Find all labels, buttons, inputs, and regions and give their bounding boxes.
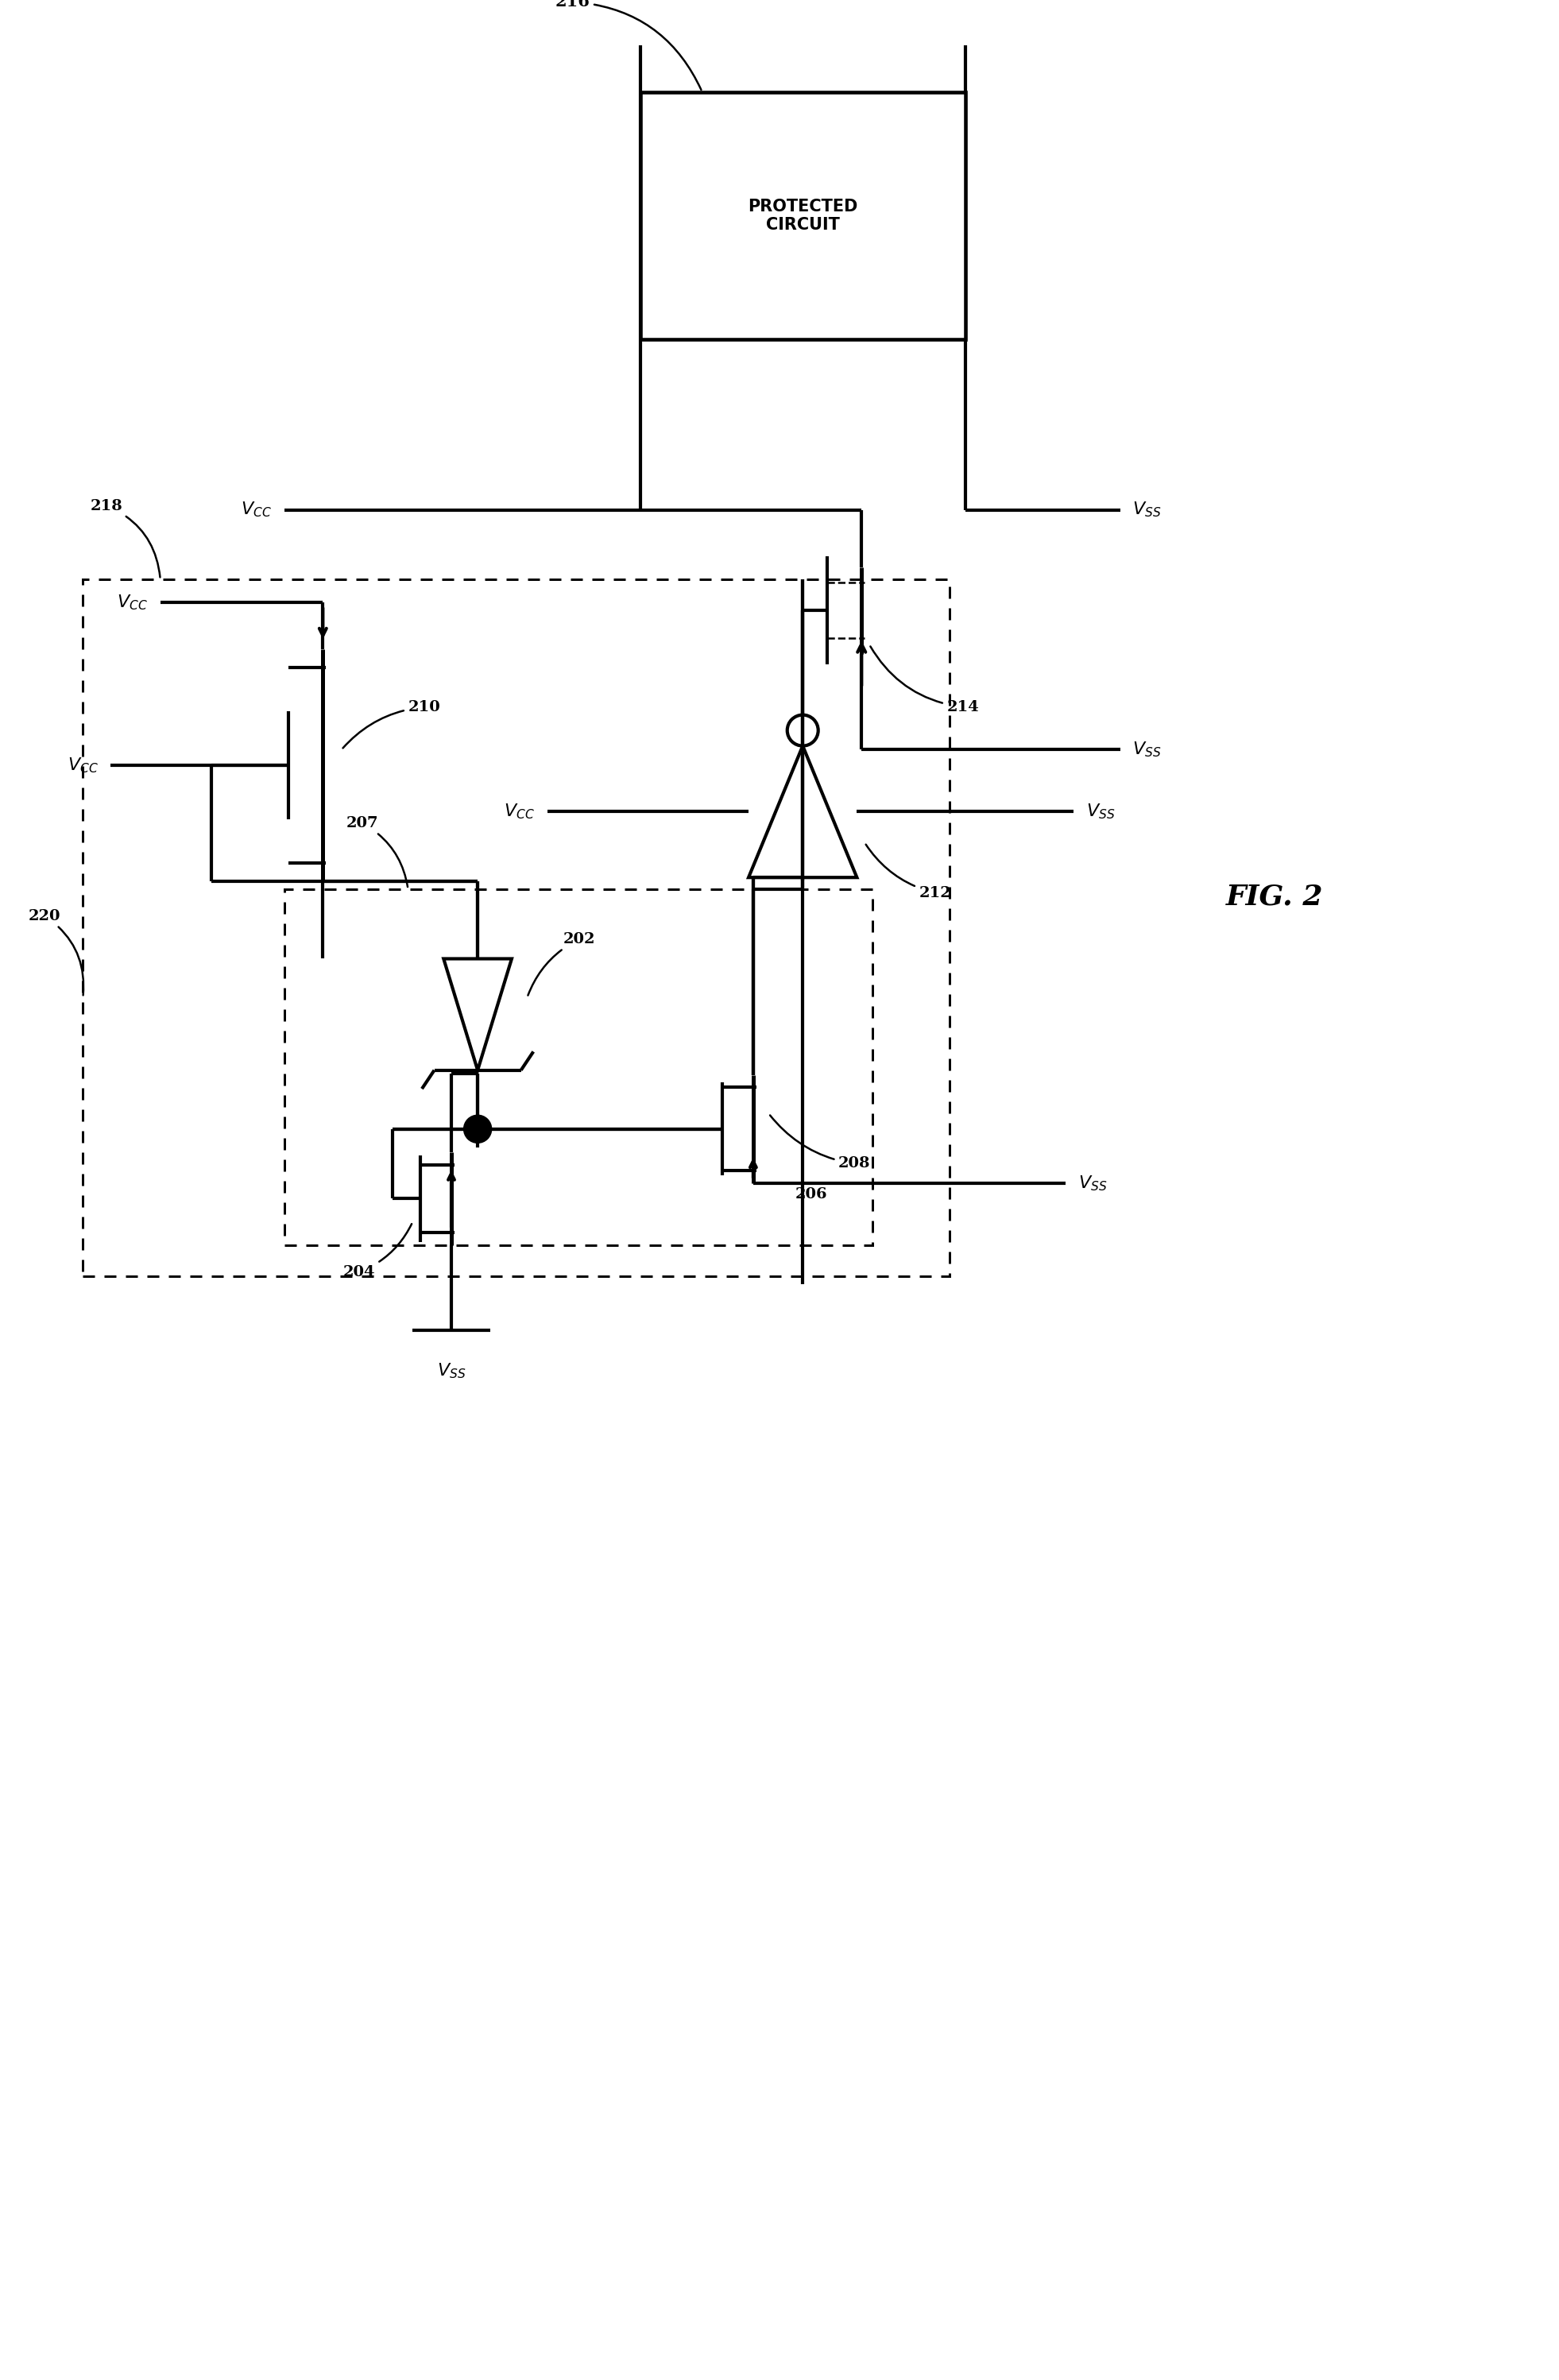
Text: 220: 220 xyxy=(28,909,84,995)
Text: 202: 202 xyxy=(529,933,596,995)
Text: $V_{SS}$: $V_{SS}$ xyxy=(1079,1173,1107,1192)
Text: 210: 210 xyxy=(343,700,440,747)
Text: $V_{CC}$: $V_{CC}$ xyxy=(67,757,98,774)
Text: $V_{SS}$: $V_{SS}$ xyxy=(1087,802,1115,821)
Text: $V_{CC}$: $V_{CC}$ xyxy=(242,500,271,519)
Text: 212: 212 xyxy=(865,845,951,900)
Text: $V_{SS}$: $V_{SS}$ xyxy=(1132,740,1161,759)
Circle shape xyxy=(463,1116,491,1142)
Text: $V_{CC}$: $V_{CC}$ xyxy=(504,802,535,821)
Text: $V_{SS}$: $V_{SS}$ xyxy=(437,1361,466,1380)
Text: 204: 204 xyxy=(343,1223,412,1280)
Text: $V_{CC}$: $V_{CC}$ xyxy=(117,593,148,612)
Text: 218: 218 xyxy=(90,500,161,578)
FancyBboxPatch shape xyxy=(641,93,965,340)
Text: FIG. 2: FIG. 2 xyxy=(1227,883,1324,909)
Text: $V_{SS}$: $V_{SS}$ xyxy=(1132,500,1161,519)
Text: 214: 214 xyxy=(870,647,979,714)
Bar xyxy=(284,890,873,1245)
Text: 206: 206 xyxy=(795,1188,828,1202)
Text: 207: 207 xyxy=(346,816,407,888)
Bar xyxy=(83,578,949,1276)
Text: 208: 208 xyxy=(770,1116,870,1171)
Text: PROTECTED
CIRCUIT: PROTECTED CIRCUIT xyxy=(748,198,857,233)
Text: 216: 216 xyxy=(555,0,702,90)
